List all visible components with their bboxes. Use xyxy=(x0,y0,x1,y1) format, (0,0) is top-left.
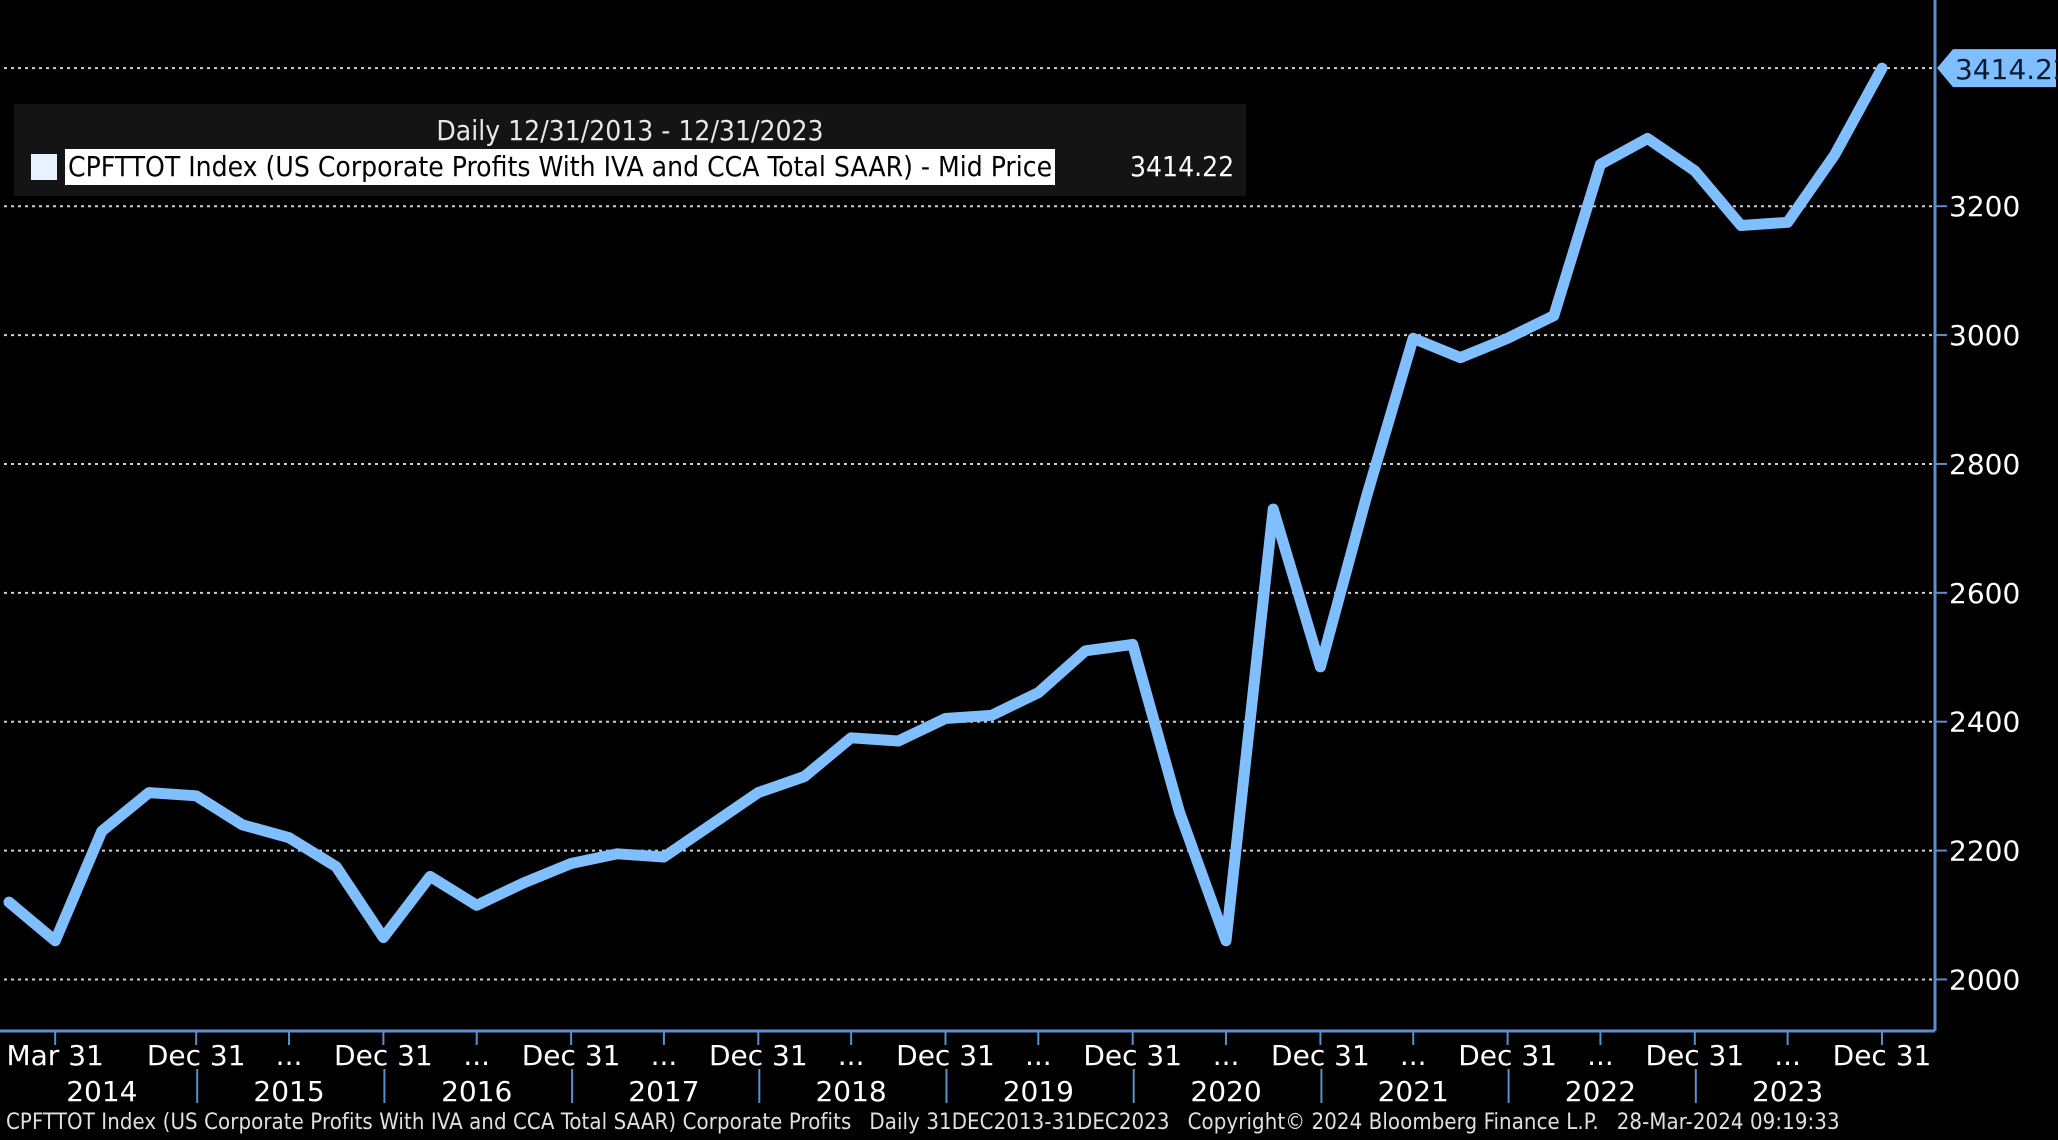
y-tick-label: 2600 xyxy=(1949,577,2020,610)
legend: Daily 12/31/2013 - 12/31/2023 CPFTTOT In… xyxy=(14,104,1246,196)
year-label: 2019 xyxy=(1003,1075,1074,1108)
footer-security: CPFTTOT Index (US Corporate Profits With… xyxy=(6,1110,852,1135)
year-label: 2016 xyxy=(441,1075,512,1108)
x-tick-label: Dec 31 xyxy=(896,1039,995,1072)
year-label: 2014 xyxy=(66,1075,137,1108)
x-tick-label: Dec 31 xyxy=(334,1039,433,1072)
last-price-tag-shape xyxy=(1937,49,2056,88)
last-price-tag: 3414.22 xyxy=(1937,49,2058,88)
axes xyxy=(0,0,1937,1033)
x-tick-label: Mar 31 xyxy=(6,1039,103,1072)
footer-timestamp: 28-Mar-2024 09:19:33 xyxy=(1616,1110,1840,1135)
x-tick-label: ... xyxy=(1587,1039,1614,1072)
legend-swatch xyxy=(31,154,57,180)
y-tick-label: 2400 xyxy=(1949,706,2020,739)
x-tick-label: ... xyxy=(1213,1039,1240,1072)
y-tick-label: 2000 xyxy=(1949,963,2020,996)
y-tick-label: 2200 xyxy=(1949,835,2020,868)
legend-last-value: 3414.22 xyxy=(1130,150,1235,183)
x-tick-label: ... xyxy=(1400,1039,1427,1072)
footer-copyright: Copyright© 2024 Bloomberg Finance L.P. xyxy=(1187,1110,1599,1135)
last-price-tag-label: 3414.22 xyxy=(1955,53,2058,86)
x-tick-label: ... xyxy=(838,1039,865,1072)
x-axis-ticks: Mar 31 Dec 31... Dec 31... Dec 31... Dec 31.… xyxy=(6,1031,1931,1108)
legend-title: Daily 12/31/2013 - 12/31/2023 xyxy=(436,114,824,147)
year-label: 2020 xyxy=(1190,1075,1261,1108)
series-line-group xyxy=(3,62,1888,947)
x-tick-label: Dec 31 xyxy=(522,1039,621,1072)
x-tick-label: ... xyxy=(463,1039,490,1072)
y-tick-label: 2800 xyxy=(1949,448,2020,481)
y-axis-ticks: 2000 2200 2400 2600 2800 3000 3200 xyxy=(1935,190,2020,996)
x-tick-label: ... xyxy=(1025,1039,1052,1072)
x-tick-label: ... xyxy=(651,1039,678,1072)
footer-range: Daily 31DEC2013-31DEC2023 xyxy=(869,1110,1170,1135)
x-tick-label: Dec 31 xyxy=(709,1039,808,1072)
x-tick-label: Dec 31 xyxy=(1083,1039,1182,1072)
year-label: 2022 xyxy=(1565,1075,1636,1108)
x-tick-label: Dec 31 xyxy=(1271,1039,1370,1072)
x-tick-label: ... xyxy=(276,1039,303,1072)
x-tick-label: ... xyxy=(1774,1039,1801,1072)
y-tick-label: 3000 xyxy=(1949,319,2020,352)
x-tick-label: Dec 31 xyxy=(147,1039,246,1072)
x-tick-label: Dec 31 xyxy=(1458,1039,1557,1072)
y-tick-label: 3200 xyxy=(1949,190,2020,223)
series-line xyxy=(3,62,1888,947)
legend-series-label[interactable]: CPFTTOT Index (US Corporate Profits With… xyxy=(65,149,1056,185)
year-label: 2017 xyxy=(628,1075,699,1108)
year-label: 2018 xyxy=(815,1075,886,1108)
year-label: 2021 xyxy=(1378,1075,1449,1108)
year-label: 2023 xyxy=(1752,1075,1823,1108)
year-label: 2015 xyxy=(253,1075,324,1108)
footer: CPFTTOT Index (US Corporate Profits With… xyxy=(6,1110,2056,1135)
x-tick-label: Dec 31 xyxy=(1833,1039,1932,1072)
x-tick-label: Dec 31 xyxy=(1645,1039,1744,1072)
